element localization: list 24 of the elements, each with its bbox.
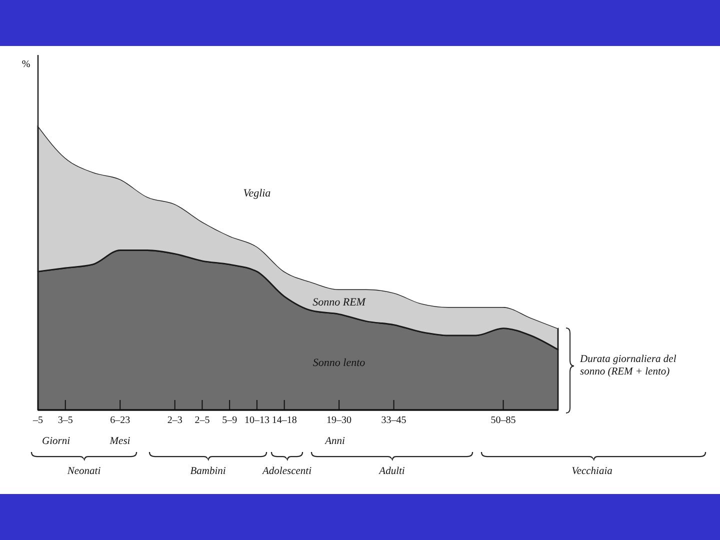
text: Bambini	[190, 466, 226, 477]
x-tick-label: 2–5	[194, 415, 210, 426]
text: Anni	[324, 436, 345, 447]
y-axis-title: %	[22, 59, 30, 70]
text: Durata giornaliera del sonno (REM + lento)	[579, 354, 676, 378]
text: Vecchiaia	[572, 466, 612, 477]
text: Neonati	[66, 466, 101, 477]
series-label: Sonno REM	[312, 296, 366, 309]
x-tick-label: 50–85	[490, 415, 516, 426]
text: Adolescenti	[262, 466, 312, 477]
x-tick-label: 33–45	[381, 415, 406, 426]
x-tick-label: 2–3	[167, 415, 182, 426]
series-label: Veglia	[243, 188, 272, 200]
series-label: Sonno lento	[312, 357, 366, 370]
x-tick-label: –5	[32, 415, 43, 426]
x-tick-label: 5–9	[222, 415, 238, 426]
x-tick-label: 14–18	[272, 415, 297, 426]
text: Mesi	[108, 436, 130, 447]
x-tick-label: 6–23	[110, 415, 130, 426]
x-tick-label: 3–5	[58, 415, 73, 426]
text: Giorni	[42, 436, 70, 447]
x-tick-label: 10–13	[244, 415, 270, 426]
text: Adulti	[378, 466, 405, 477]
x-tick-label: 19–30	[326, 415, 352, 426]
